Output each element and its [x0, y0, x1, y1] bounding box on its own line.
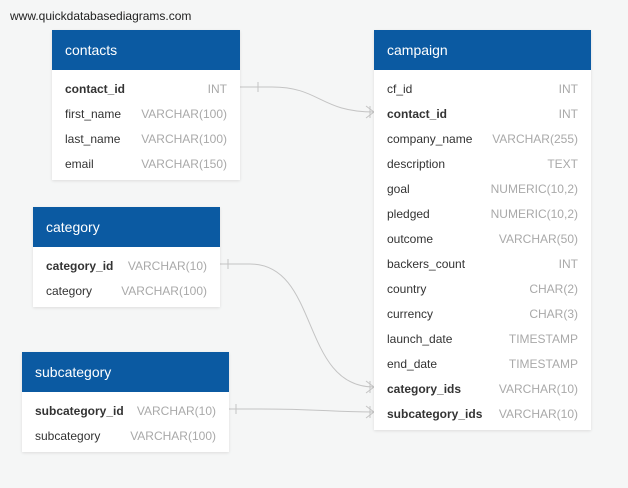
field-name: description	[387, 157, 446, 171]
field-name: email	[65, 157, 94, 171]
field-row[interactable]: description TEXT	[374, 151, 591, 176]
field-row[interactable]: cf_id INT	[374, 76, 591, 101]
table-category[interactable]: category category_id VARCHAR(10) category V…	[33, 207, 220, 307]
field-type: VARCHAR(10)	[498, 382, 578, 396]
field-row[interactable]: company_name VARCHAR(255)	[374, 126, 591, 151]
field-name: category_ids	[387, 382, 462, 396]
field-name: pledged	[387, 207, 430, 221]
link-category-id	[220, 263, 375, 388]
field-type: VARCHAR(150)	[141, 157, 227, 171]
field-row[interactable]: goal NUMERIC(10,2)	[374, 176, 591, 201]
field-row[interactable]: outcome VARCHAR(50)	[374, 226, 591, 251]
field-type: NUMERIC(10,2)	[490, 207, 578, 221]
field-type: VARCHAR(10)	[127, 259, 207, 273]
field-row[interactable]: subcategory_ids VARCHAR(10)	[374, 401, 591, 426]
field-type: VARCHAR(100)	[121, 284, 207, 298]
field-row[interactable]: first_name VARCHAR(100)	[52, 101, 240, 126]
field-type: VARCHAR(255)	[492, 132, 578, 146]
field-row[interactable]: contact_id INT	[374, 101, 591, 126]
field-name: launch_date	[387, 332, 453, 346]
field-type: VARCHAR(10)	[498, 407, 578, 421]
field-name: contact_id	[65, 82, 126, 96]
table-subcategory[interactable]: subcategory subcategory_id VARCHAR(10) sub…	[22, 352, 229, 452]
field-row[interactable]: category_ids VARCHAR(10)	[374, 376, 591, 401]
table-title[interactable]: category	[33, 207, 220, 247]
field-type: TIMESTAMP	[508, 332, 578, 346]
field-type: INT	[207, 82, 227, 96]
table-title[interactable]: contacts	[52, 30, 240, 70]
field-name: goal	[387, 182, 410, 196]
field-row[interactable]: end_date TIMESTAMP	[374, 351, 591, 376]
table-contacts[interactable]: contacts contact_id INT first_name VARCHAR(…	[52, 30, 240, 180]
field-type: VARCHAR(10)	[136, 404, 216, 418]
field-row[interactable]: pledged NUMERIC(10,2)	[374, 201, 591, 226]
field-type: VARCHAR(100)	[141, 132, 227, 146]
field-row[interactable]: email VARCHAR(150)	[52, 151, 240, 176]
field-row[interactable]: launch_date TIMESTAMP	[374, 326, 591, 351]
field-row[interactable]: currency CHAR(3)	[374, 301, 591, 326]
field-row[interactable]: backers_count INT	[374, 251, 591, 276]
field-name: country	[387, 282, 427, 296]
field-name: subcategory_id	[35, 404, 124, 418]
table-title[interactable]: subcategory	[22, 352, 229, 392]
field-type: VARCHAR(100)	[130, 429, 216, 443]
field-type: INT	[558, 107, 578, 121]
field-type: INT	[558, 82, 578, 96]
link-subcategory-id	[229, 408, 375, 413]
field-name: contact_id	[387, 107, 448, 121]
field-name: first_name	[65, 107, 122, 121]
site-url[interactable]: www.quickdatabasediagrams.com	[10, 9, 192, 23]
field-row[interactable]: last_name VARCHAR(100)	[52, 126, 240, 151]
field-type: VARCHAR(100)	[141, 107, 227, 121]
field-row[interactable]: subcategory VARCHAR(100)	[22, 423, 229, 448]
field-row[interactable]: category VARCHAR(100)	[33, 278, 220, 303]
field-type: NUMERIC(10,2)	[490, 182, 578, 196]
field-row[interactable]: subcategory_id VARCHAR(10)	[22, 398, 229, 423]
field-name: currency	[387, 307, 434, 321]
field-type: INT	[558, 257, 578, 271]
field-row[interactable]: category_id VARCHAR(10)	[33, 253, 220, 278]
field-name: company_name	[387, 132, 473, 146]
link-contact-id	[240, 86, 375, 113]
field-name: cf_id	[387, 82, 413, 96]
field-name: outcome	[387, 232, 434, 246]
field-name: subcategory_ids	[387, 407, 483, 421]
field-name: last_name	[65, 132, 121, 146]
field-type: TIMESTAMP	[508, 357, 578, 371]
field-name: subcategory	[35, 429, 101, 443]
field-row[interactable]: country CHAR(2)	[374, 276, 591, 301]
field-type: CHAR(2)	[529, 282, 578, 296]
field-type: CHAR(3)	[529, 307, 578, 321]
field-type: VARCHAR(50)	[498, 232, 578, 246]
field-name: category_id	[46, 259, 114, 273]
field-name: category	[46, 284, 93, 298]
field-name: end_date	[387, 357, 438, 371]
field-name: backers_count	[387, 257, 466, 271]
table-title[interactable]: campaign	[374, 30, 591, 70]
table-campaign[interactable]: campaign cf_id INT contact_id INT company_na…	[374, 30, 591, 430]
field-row[interactable]: contact_id INT	[52, 76, 240, 101]
field-type: TEXT	[547, 157, 578, 171]
